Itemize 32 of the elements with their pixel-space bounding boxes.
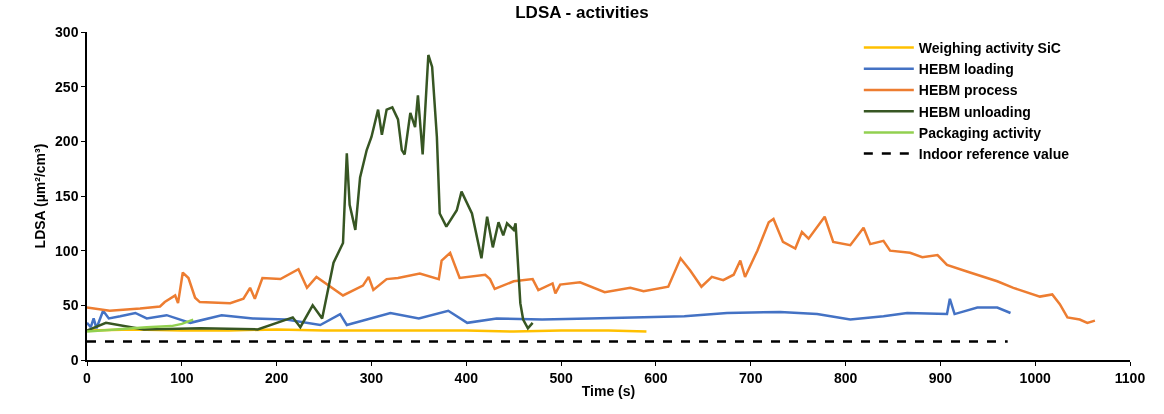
line-series <box>87 297 1012 330</box>
y-tick-label: 0 <box>70 351 79 368</box>
legend-label: HEBM process <box>918 82 1018 99</box>
legend-label: Indoor reference value <box>918 146 1070 163</box>
legend-label: HEBM loading <box>918 61 1014 78</box>
y-tick-label: 250 <box>55 78 79 95</box>
x-tick-label: 700 <box>739 369 763 386</box>
y-tick-label: 100 <box>55 242 79 259</box>
x-tick-label: 1100 <box>1114 369 1146 386</box>
y-axis-title: LDSA (µm²/cm³) <box>32 143 49 249</box>
legend-label: Packaging activity <box>918 124 1042 141</box>
y-tick-label: 200 <box>55 133 79 150</box>
x-tick-label: 0 <box>83 369 92 386</box>
x-tick-label: 600 <box>644 369 668 386</box>
line-series <box>87 53 534 332</box>
chart-title: LDSA - activities <box>515 3 649 23</box>
y-tick-label: 150 <box>55 187 79 204</box>
line-series <box>87 318 195 333</box>
x-tick-label: 1000 <box>1019 369 1051 386</box>
x-tick-label: 200 <box>264 369 289 386</box>
x-tick-label: 800 <box>833 369 858 386</box>
x-tick-label: 300 <box>359 369 384 386</box>
legend-label: Weighing activity SiC <box>918 40 1061 57</box>
x-tick-label: 100 <box>170 369 194 386</box>
x-tick-label: 500 <box>549 369 573 386</box>
line-series <box>87 215 1097 325</box>
x-tick-label: 900 <box>928 369 953 386</box>
y-tick-label: 50 <box>62 297 79 314</box>
legend-label: HEBM unloading <box>918 103 1031 120</box>
x-tick-label: 400 <box>454 369 479 386</box>
y-tick-label: 300 <box>55 23 79 40</box>
x-axis-title: Time (s) <box>581 383 636 400</box>
